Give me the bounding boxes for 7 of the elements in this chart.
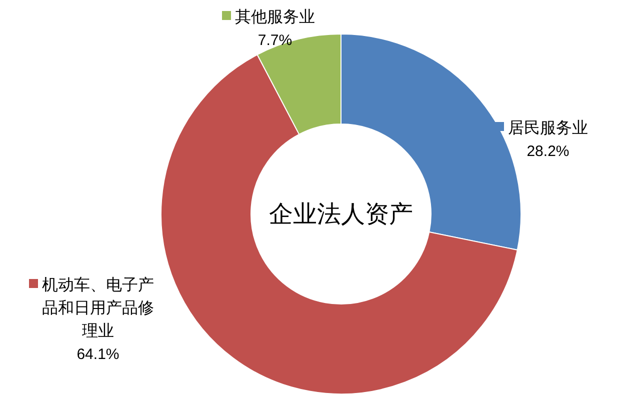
legend-label: 居民服务业 bbox=[508, 118, 588, 137]
data-label: 28.2% bbox=[526, 143, 570, 160]
legend-label: 机动车、电子产品和日用产品修理业 bbox=[42, 275, 154, 340]
data-label: 64.1% bbox=[76, 346, 120, 363]
text: 企业法人资产 bbox=[269, 200, 413, 228]
legend-label: 其他服务业 bbox=[235, 7, 315, 26]
data-label: 7.7% bbox=[258, 32, 292, 49]
